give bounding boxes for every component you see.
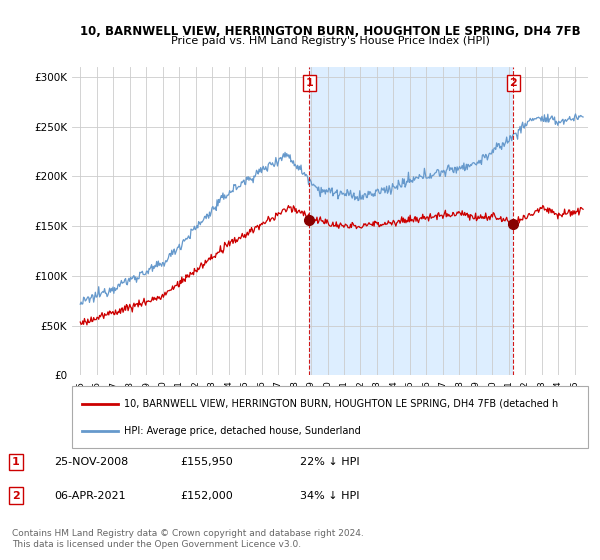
Text: £152,000: £152,000 — [180, 491, 233, 501]
Text: £155,950: £155,950 — [180, 457, 233, 467]
Text: 25-NOV-2008: 25-NOV-2008 — [54, 457, 128, 467]
Text: 2: 2 — [509, 78, 517, 88]
Text: 1: 1 — [12, 457, 20, 467]
Text: Contains HM Land Registry data © Crown copyright and database right 2024.
This d: Contains HM Land Registry data © Crown c… — [12, 529, 364, 549]
Text: 06-APR-2021: 06-APR-2021 — [54, 491, 125, 501]
Bar — [310, 67, 514, 375]
Text: 2: 2 — [12, 491, 20, 501]
Text: HPI: Average price, detached house, Sunderland: HPI: Average price, detached house, Sund… — [124, 426, 361, 436]
Text: 10, BARNWELL VIEW, HERRINGTON BURN, HOUGHTON LE SPRING, DH4 7FB: 10, BARNWELL VIEW, HERRINGTON BURN, HOUG… — [80, 25, 580, 38]
Text: 1: 1 — [305, 78, 313, 88]
Text: Price paid vs. HM Land Registry's House Price Index (HPI): Price paid vs. HM Land Registry's House … — [170, 36, 490, 46]
Text: 34% ↓ HPI: 34% ↓ HPI — [300, 491, 359, 501]
Text: 22% ↓ HPI: 22% ↓ HPI — [300, 457, 359, 467]
FancyBboxPatch shape — [72, 386, 588, 448]
Text: 10, BARNWELL VIEW, HERRINGTON BURN, HOUGHTON LE SPRING, DH4 7FB (detached h: 10, BARNWELL VIEW, HERRINGTON BURN, HOUG… — [124, 399, 558, 409]
